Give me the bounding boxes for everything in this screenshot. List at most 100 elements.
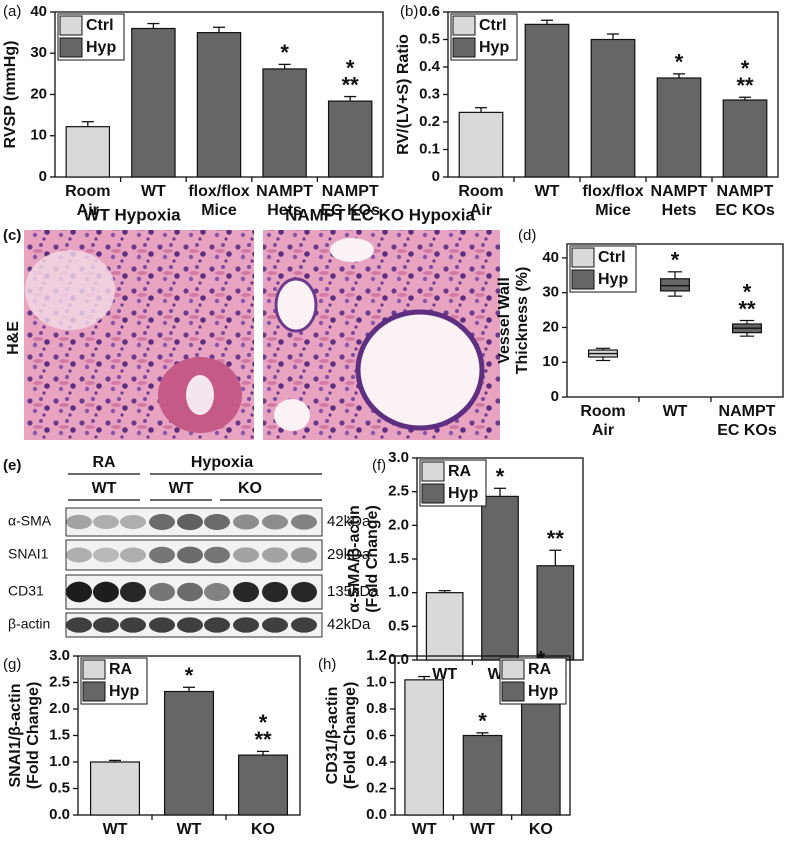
y-axis-label: (Fold Change) — [364, 505, 381, 613]
x-tick-label: NAMPT Hets — [651, 183, 708, 219]
protein-label: α-SMA — [8, 513, 52, 529]
error-bar — [278, 63, 291, 69]
error-bar — [109, 759, 121, 762]
legend-label: RA — [109, 661, 133, 678]
y-tick-label: 20 — [542, 318, 559, 335]
error-bar — [213, 26, 225, 33]
x-tick-label: KO — [251, 821, 275, 838]
band — [149, 617, 175, 633]
y-tick-label: 0.5 — [388, 617, 409, 634]
legend-swatch — [59, 15, 83, 36]
annotation: * — [478, 709, 487, 734]
panel-label: (f) — [372, 457, 386, 474]
legend-label: Ctrl — [479, 17, 507, 34]
bar — [722, 99, 768, 178]
size-label: 42kDa — [327, 616, 371, 633]
legend-swatch — [82, 659, 106, 680]
histology-image — [24, 230, 254, 440]
band — [177, 513, 203, 531]
band — [204, 583, 230, 601]
stain-label: H&E — [5, 321, 22, 355]
legend-swatch — [501, 659, 525, 680]
legend-label: Hyp — [598, 271, 628, 288]
band — [262, 581, 288, 603]
y-tick-label: 0.6 — [366, 726, 387, 743]
band — [262, 514, 288, 530]
band — [233, 617, 259, 633]
band — [149, 514, 175, 530]
x-tick-label: WT — [432, 666, 457, 683]
annotation: * — [346, 55, 355, 80]
error-bar — [607, 33, 619, 40]
error-bar — [257, 750, 269, 756]
genotype-label: WT — [169, 480, 194, 497]
error-bar — [438, 589, 451, 593]
annotation: * — [671, 248, 680, 273]
error-bar — [147, 22, 160, 29]
error-bar — [475, 107, 487, 113]
y-tick-label: 0.0 — [388, 651, 409, 668]
legend-label: Hyp — [109, 683, 139, 700]
x-tick-label: WT — [103, 821, 128, 838]
y-tick-label: 0 — [39, 168, 47, 185]
y-tick-label: 10 — [30, 127, 47, 144]
y-axis-label: Thickness (%) — [514, 267, 531, 375]
y-tick-label: 0.5 — [49, 779, 70, 796]
y-axis-label: RVSP (mmHg) — [2, 41, 19, 149]
y-tick-label: 0 — [551, 388, 559, 405]
band — [93, 581, 119, 603]
band — [66, 547, 92, 563]
y-axis-label: Vessel Wall — [496, 277, 513, 364]
bar — [237, 754, 289, 816]
legend-swatch — [59, 37, 83, 58]
bar — [65, 126, 111, 178]
band — [149, 582, 175, 602]
legend-swatch — [421, 483, 445, 504]
y-tick-label: 3.0 — [388, 449, 409, 466]
bar — [520, 692, 561, 816]
y-tick-label: 1.5 — [49, 726, 70, 743]
error-bar — [541, 19, 553, 25]
y-tick-label: 0.6 — [419, 3, 440, 20]
bar — [404, 679, 445, 816]
protein-label: CD31 — [8, 583, 44, 599]
y-tick-label: 2.5 — [49, 673, 70, 690]
x-tick-label: WT — [470, 821, 495, 838]
x-tick-label: Room Air — [458, 183, 503, 219]
y-tick-label: 0.4 — [366, 753, 388, 770]
band — [233, 547, 259, 563]
group-label: Hypoxia — [191, 454, 253, 471]
x-tick-label: Room Air — [65, 183, 110, 219]
box — [659, 278, 690, 292]
bar — [481, 495, 519, 661]
band — [93, 547, 119, 563]
band — [177, 617, 203, 633]
histology-image — [263, 230, 500, 440]
y-tick-label: 0.1 — [419, 140, 440, 157]
band — [120, 547, 146, 563]
y-tick-label: 0 — [432, 168, 440, 185]
x-tick-label: WT — [141, 183, 166, 200]
x-tick-label: flox/flox Mice — [188, 183, 249, 219]
legend-label: Hyp — [448, 485, 478, 502]
bar — [327, 100, 373, 178]
band — [93, 617, 119, 633]
y-axis-label: RV/(LV+S) Ratio — [395, 34, 412, 155]
x-tick-label: flox/flox Mice — [582, 183, 643, 219]
bar — [425, 592, 464, 661]
x-tick-label: WT — [535, 183, 560, 200]
annotation: ** — [738, 296, 756, 321]
annotation: * — [743, 279, 752, 304]
y-tick-label: 2.0 — [49, 700, 70, 717]
legend-label: Hyp — [86, 39, 116, 56]
band — [291, 617, 317, 633]
y-tick-label: 0.8 — [366, 700, 387, 717]
band — [233, 514, 259, 530]
legend-label: Hyp — [528, 683, 558, 700]
error-bar — [344, 95, 357, 102]
bar — [590, 38, 636, 178]
legend-swatch — [421, 461, 445, 482]
annotation: * — [741, 56, 750, 81]
y-tick-label: 1.2 — [366, 647, 387, 664]
error-bar — [494, 487, 506, 497]
